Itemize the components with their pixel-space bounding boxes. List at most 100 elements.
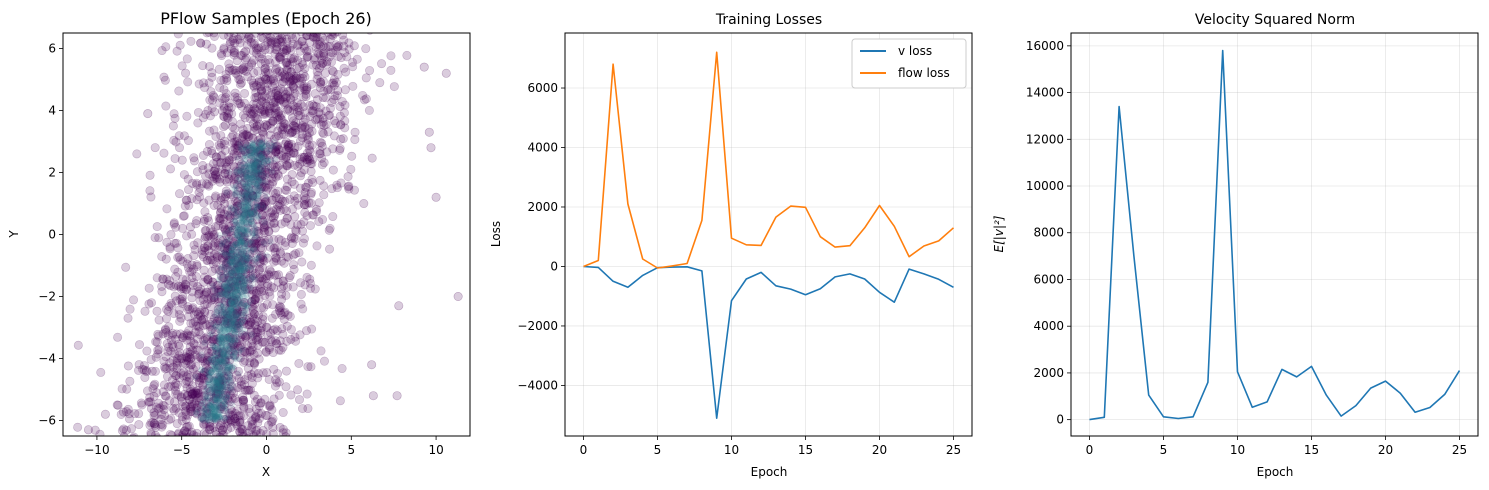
scatter-point (205, 251, 215, 261)
scatter-point (234, 99, 244, 109)
scatter-point (289, 264, 299, 274)
scatter-point (216, 131, 226, 141)
scatter-point (170, 349, 180, 359)
scatter-point (282, 185, 292, 195)
y-axis-label: Y (7, 230, 21, 239)
scatter-point (192, 216, 202, 226)
scatter-point-core (249, 142, 256, 150)
scatter-point (171, 137, 181, 147)
scatter-point-core (267, 238, 274, 245)
scatter-point (208, 259, 218, 269)
scatter-point (232, 180, 242, 190)
scatter-point (171, 334, 181, 344)
scatter-point-core (258, 168, 266, 176)
scatter-point-core (227, 305, 235, 312)
scatter-point (281, 366, 291, 376)
scatter-point (335, 396, 345, 406)
scatter-point (288, 282, 298, 292)
scatter-point (138, 364, 148, 374)
scatter-point (239, 431, 249, 436)
scatter-point (340, 123, 350, 133)
scatter-point (307, 159, 317, 169)
scatter-point (150, 379, 160, 389)
scatter-point (219, 316, 229, 326)
scatter-point (321, 93, 331, 103)
scatter-point (232, 189, 242, 199)
scatter-point-core (216, 231, 223, 239)
scatter-point (121, 407, 131, 417)
scatter-point (168, 362, 178, 372)
scatter-point (160, 364, 170, 374)
scatter-point (271, 253, 281, 263)
scatter-point (317, 55, 327, 65)
scatter-point (256, 43, 266, 53)
scatter-point (256, 85, 266, 95)
x-tick-label: 20 (872, 443, 887, 457)
scatter-point (236, 272, 246, 282)
scatter-point (250, 105, 260, 115)
scatter-point (264, 374, 274, 384)
scatter-point-core (219, 351, 226, 358)
scatter-point (288, 116, 298, 126)
scatter-point (210, 238, 220, 248)
scatter-point (203, 348, 213, 358)
scatter-point (226, 416, 236, 426)
scatter-point (298, 404, 308, 414)
scatter-point (252, 159, 262, 169)
scatter-point (203, 180, 213, 190)
scatter-point (296, 123, 306, 133)
scatter-point (257, 337, 267, 347)
scatter-point (290, 89, 300, 99)
scatter-point (175, 295, 185, 305)
scatter-point (296, 76, 306, 86)
scatter-point (238, 397, 248, 407)
scatter-point (289, 233, 299, 243)
scatter-point (260, 45, 270, 55)
scatter-point (187, 427, 197, 436)
scatter-point-core (261, 204, 268, 211)
scatter-point (221, 165, 231, 175)
series-line-0 (583, 265, 954, 420)
scatter-point (246, 149, 256, 159)
scatter-point (224, 108, 234, 118)
scatter-point (214, 389, 224, 399)
scatter-point (299, 191, 309, 201)
scatter-point-core (208, 403, 215, 411)
scatter-point (342, 52, 352, 62)
scatter-point (194, 289, 204, 299)
scatter-point (157, 287, 167, 297)
scatter-point (235, 183, 245, 193)
scatter-point (158, 274, 168, 284)
scatter-point (193, 107, 203, 117)
y-tick-label: 16000 (1026, 39, 1064, 53)
scatter-point (227, 109, 237, 119)
scatter-point (276, 345, 286, 355)
scatter-point (340, 85, 350, 95)
scatter-point (453, 291, 463, 301)
scatter-point (319, 181, 329, 191)
scatter-point (161, 314, 171, 324)
scatter-point (312, 95, 322, 105)
scatter-point (191, 408, 201, 418)
scatter-point (209, 332, 219, 342)
scatter-point (228, 340, 238, 350)
scatter-point-core (214, 388, 221, 396)
scatter-point (235, 79, 245, 89)
scatter-point (253, 145, 263, 155)
scatter-point (119, 424, 129, 434)
scatter-point (147, 366, 157, 376)
scatter-point (301, 182, 311, 192)
scatter-point (333, 42, 343, 52)
scatter-point-core (218, 240, 225, 248)
scatter-point (207, 146, 217, 156)
x-tick-label: 0 (263, 443, 271, 457)
scatter-point (257, 169, 267, 179)
scatter-point (265, 44, 275, 54)
scatter-point (277, 289, 287, 299)
y-tick-label: 2000 (1033, 366, 1064, 380)
scatter-point (146, 418, 156, 428)
scatter-point (220, 192, 230, 202)
scatter-point (298, 69, 308, 79)
scatter-point (245, 345, 255, 355)
scatter-point (272, 162, 282, 172)
